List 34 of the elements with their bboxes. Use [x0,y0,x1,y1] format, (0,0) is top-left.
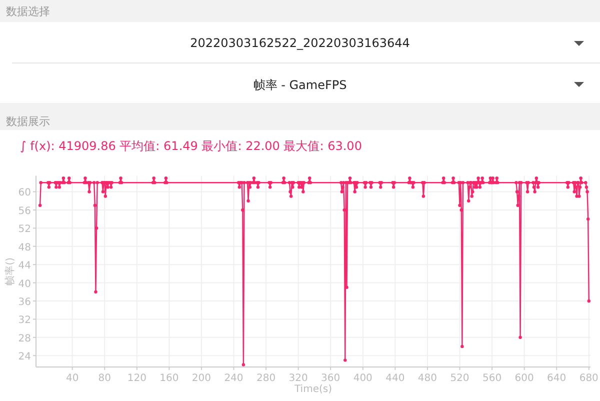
x-tick-label: 680 [579,373,598,384]
text: 数据展示 [6,115,50,128]
x-tick-label: 360 [321,373,340,384]
y-tick-label: 28 [18,333,31,344]
x-tick-label: 560 [482,373,502,384]
text: 20220303162522_20220303163644 [190,36,410,50]
x-tick-label: 200 [192,373,212,384]
y-tick-label: 52 [18,224,31,236]
y-tick-label: 60 [18,188,31,199]
x-tick-label: 440 [386,373,405,384]
y-tick-label: 48 [18,242,31,254]
y-tick-label: 36 [18,296,31,308]
text: 数据选择 [6,5,50,18]
text: 帧率 - GameFPS [253,78,347,92]
x-tick-label: 280 [256,373,276,384]
y-tick-label: 40 [18,278,31,290]
chart-title: ∫ f(x): 41909.86 平均值: 61.49 最小值: 22.00 最大值: 63.00 [20,139,362,153]
x-tick-label: 600 [514,373,534,384]
x-tick-label: 640 [547,373,566,384]
x-tick-label: 120 [127,373,146,384]
x-tick-label: 480 [418,373,438,384]
y-tick-label: 24 [18,352,31,363]
x-tick-label: 240 [224,373,244,384]
x-tick-label: 320 [288,373,308,384]
x-tick-label: 400 [353,373,372,384]
x-tick-label: 40 [66,373,79,384]
x-tick-label: 160 [160,373,179,384]
x-axis-title: Time(s) [294,384,332,395]
y-tick-label: 56 [18,206,31,217]
y-axis-title: 帧率() [4,257,16,286]
y-tick-label: 32 [18,315,31,326]
x-tick-label: 80 [98,373,111,384]
y-tick-label: 44 [18,260,31,272]
x-tick-label: 520 [450,373,470,384]
